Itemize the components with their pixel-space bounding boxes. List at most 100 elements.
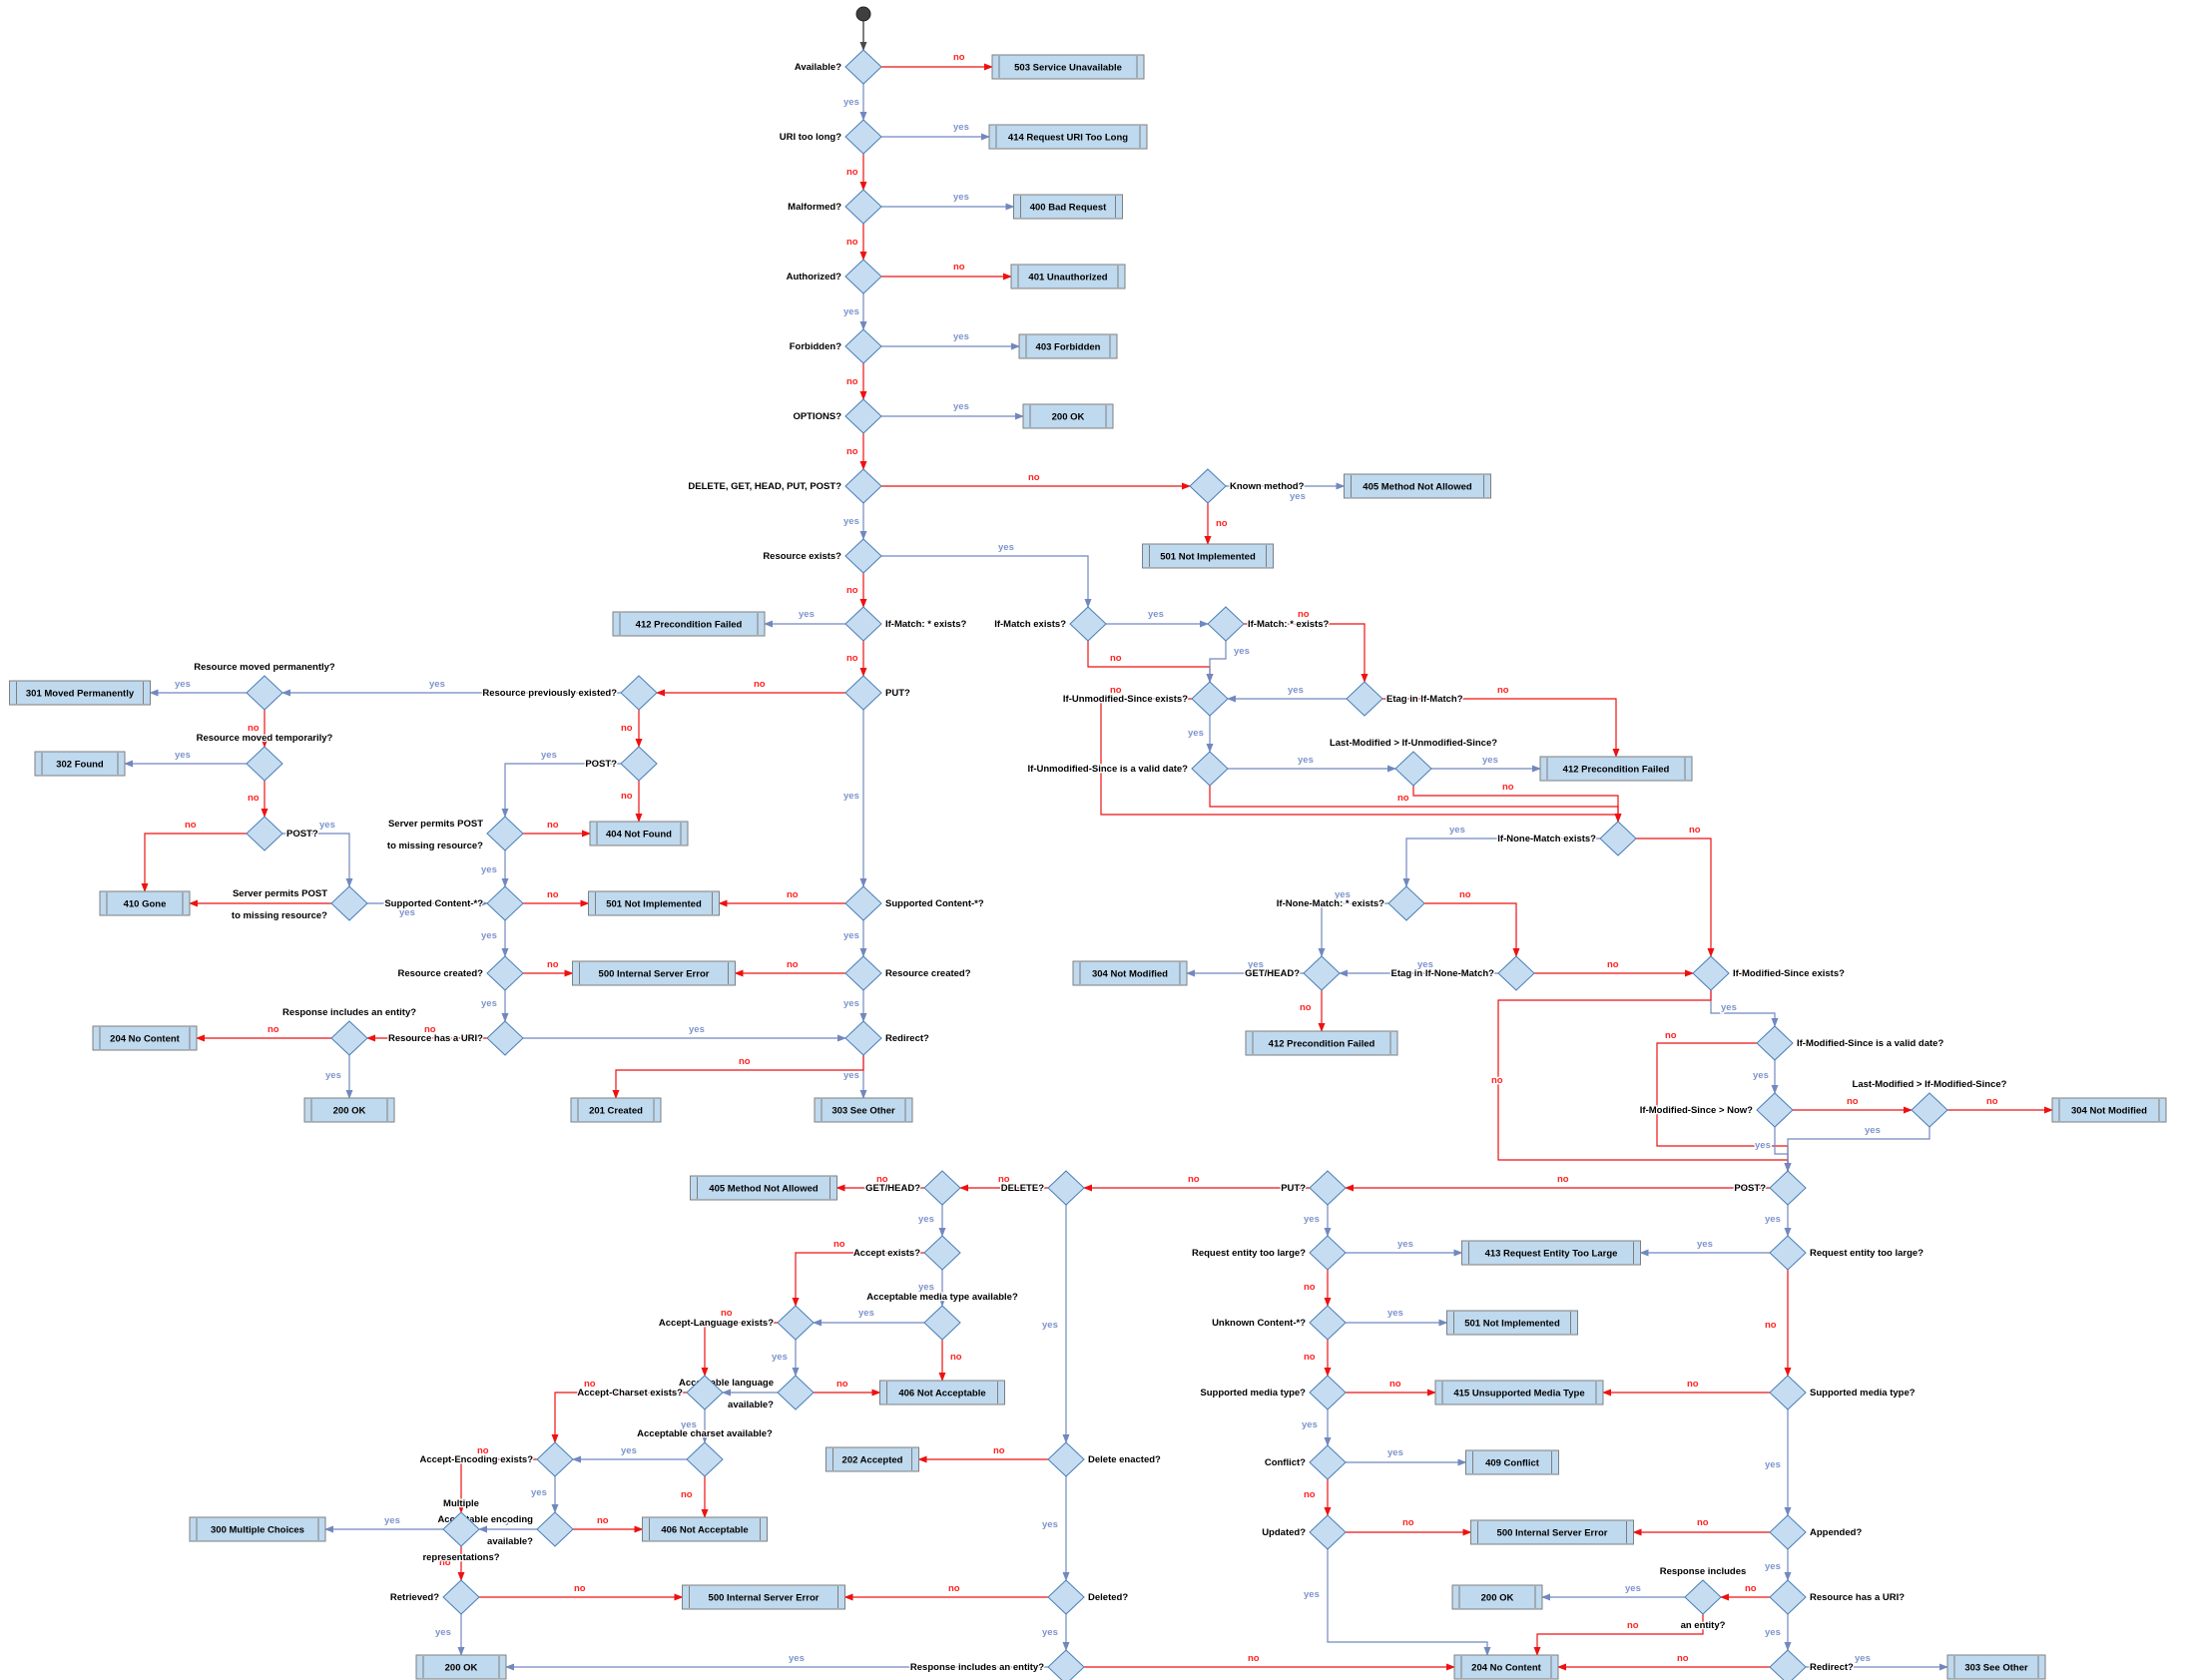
edge-label-yes: yes xyxy=(918,1214,934,1225)
edge-q_enc_exists-q_enc_avail: yes xyxy=(530,1476,559,1513)
decision-label: PUT? xyxy=(1281,1183,1306,1194)
edge-q_has_uri_r-q_resp_entity_r: no xyxy=(1720,1582,1770,1601)
decision-diamond-icon xyxy=(330,1020,368,1056)
edge-label-no: no xyxy=(597,1515,609,1526)
edge-label-yes: yes xyxy=(953,401,969,412)
status-label: 501 Not Implemented xyxy=(1160,552,1256,563)
edge-q_etag_ifnonematch-q_ifmod_exists: no xyxy=(1534,958,1694,977)
edge-label-no: no xyxy=(1497,685,1509,696)
status-label: 413 Request Entity Too Large xyxy=(1485,1249,1618,1260)
decision-label: Acceptable charset available? xyxy=(637,1428,773,1439)
edge-q_resp_entity_r-b_204_b: no xyxy=(1533,1614,1704,1656)
decision-label: available? xyxy=(728,1400,774,1410)
edge-q_charset_exists-q_enc_exists: no xyxy=(551,1378,687,1443)
edge-label-yes: yes xyxy=(1304,1589,1320,1600)
status-box xyxy=(879,1380,1005,1405)
edge-label-no: no xyxy=(846,237,858,248)
edge-label-no: no xyxy=(787,889,799,900)
edge-label-no: no xyxy=(185,820,197,831)
decision-q_delete_enacted: Delete enacted? xyxy=(1047,1441,1162,1477)
status-label: 406 Not Acceptable xyxy=(898,1389,985,1400)
decision-diamond-icon xyxy=(442,1511,480,1547)
decision-diamond-icon xyxy=(1756,1025,1794,1061)
decision-q_ifmod_valid: If-Modified-Since is a valid date? xyxy=(1756,1025,1945,1061)
decision-diamond-icon xyxy=(1069,606,1107,642)
decision-diamond-icon xyxy=(923,1305,961,1341)
decision-q_authorized: Authorized? xyxy=(785,259,882,294)
decision-label: Response includes xyxy=(1660,1566,1747,1577)
edge-label-no: no xyxy=(1188,1174,1200,1185)
decision-diamond-icon xyxy=(686,1375,724,1410)
edge-q_ifmatch_exists-q_ifunmod_exists: no xyxy=(1087,641,1214,683)
edge-label-no: no xyxy=(1986,1096,1998,1107)
edge-label-yes: yes xyxy=(1042,1320,1058,1331)
edge-label-yes: yes xyxy=(1387,1447,1403,1458)
decision-q_req_large_r: Request entity too large? xyxy=(1769,1235,1925,1271)
status-label: 200 OK xyxy=(333,1106,366,1117)
status-label: 202 Accepted xyxy=(842,1455,903,1466)
edge-label-no: no xyxy=(424,1024,436,1035)
decision-label: If-Modified-Since > Now? xyxy=(1640,1105,1753,1116)
status-label: 412 Precondition Failed xyxy=(1269,1039,1375,1050)
edge-q_redirect_l-b_201: no xyxy=(612,1055,864,1099)
decision-diamond-icon xyxy=(1309,1305,1347,1341)
decision-q_lastmod_ifunmod: Last-Modified > If-Unmodified-Since? xyxy=(1329,737,1499,787)
decision-q_has_uri_r: Resource has a URI? xyxy=(1769,1579,1907,1615)
edge-q_methods-q_resource_exists: yes xyxy=(842,503,867,540)
status-label: 503 Service Unavailable xyxy=(1014,63,1122,74)
edge-q_appended-b_500_c: no xyxy=(1632,1516,1770,1536)
status-label: 201 Created xyxy=(589,1106,643,1117)
edge-q_created_l-b_500_a: no xyxy=(523,958,574,977)
status-box xyxy=(991,54,1145,80)
status-box xyxy=(1072,960,1188,986)
status-label: 401 Unauthorized xyxy=(1028,273,1107,283)
decision-q_resp_entity_b: Response includes an entity? xyxy=(909,1649,1085,1680)
edge-q_charset_avail-b_406_b: no xyxy=(680,1476,709,1518)
status-box xyxy=(588,890,720,916)
decision-q_appended: Appended? xyxy=(1769,1514,1864,1550)
status-label: 500 Internal Server Error xyxy=(599,969,710,980)
edge-q_lang_exists-q_charset_exists: no xyxy=(701,1307,778,1377)
decision-q_methods: DELETE, GET, HEAD, PUT, POST? xyxy=(687,468,882,504)
decision-q_moved_temp: Resource moved temporarily? xyxy=(195,732,334,782)
terminal-b_300: 300 Multiple Choices xyxy=(189,1516,326,1542)
decision-q_has_uri_l: Resource has a URI? xyxy=(387,1020,524,1056)
edge-label-no: no xyxy=(846,167,858,178)
decision-diamond-icon xyxy=(844,955,882,991)
edge-q_has_uri_l-q_resp_entity_l: no xyxy=(366,1023,487,1042)
edge-label-no: no xyxy=(1765,1320,1777,1331)
decision-diamond-icon xyxy=(536,1441,574,1477)
edge-label-yes: yes xyxy=(435,1627,451,1638)
edge-label-no: no xyxy=(1607,959,1619,970)
decision-q_uri_long: URI too long? xyxy=(778,119,882,155)
decision-label: Etag in If-None-Match? xyxy=(1391,968,1495,979)
edge-q_ifnonematch_star-q_etag_ifnonematch: no xyxy=(1424,888,1520,957)
terminal-b_201: 201 Created xyxy=(570,1097,662,1123)
decision-diamond-icon xyxy=(777,1305,815,1341)
decision-diamond-icon xyxy=(1769,1579,1807,1615)
edge-q_retrieved-b_500_b: no xyxy=(479,1582,684,1601)
edge-label-yes: yes xyxy=(772,1352,788,1363)
decision-label: Accept exists? xyxy=(853,1248,920,1259)
status-box xyxy=(415,1654,507,1680)
decision-label: If-Modified-Since exists? xyxy=(1733,968,1845,979)
decision-diamond-icon xyxy=(246,746,283,782)
decision-label: Appended? xyxy=(1810,1527,1862,1538)
edge-q_uri_long-b_414: yes xyxy=(881,121,990,141)
edge-q_put-q_prev_existed: no xyxy=(656,678,845,697)
terminal-b_503: 503 Service Unavailable xyxy=(991,54,1145,80)
edge-q_req_large_l-q_unknown_content: no xyxy=(1303,1270,1332,1307)
status-label: 410 Gone xyxy=(124,899,167,910)
status-label: 200 OK xyxy=(1052,412,1085,423)
edge-q_resp_entity_b-b_200_c: yes xyxy=(505,1652,1048,1671)
edge-label-no: no xyxy=(268,1024,279,1035)
decision-diamond-icon xyxy=(844,1020,882,1056)
edge-q_appended-q_has_uri_r: yes xyxy=(1764,1549,1792,1581)
edge-label-no: no xyxy=(1697,1517,1709,1528)
decision-label: If-Unmodified-Since is a valid date? xyxy=(1028,764,1189,775)
edge-label-no: no xyxy=(833,1239,845,1250)
edge-q_retrieved-b_200_c: yes xyxy=(434,1614,465,1656)
edge-label-yes: yes xyxy=(1397,1239,1413,1250)
edge-label-no: no xyxy=(248,723,260,734)
decision-label: Resource moved temporarily? xyxy=(197,733,333,744)
